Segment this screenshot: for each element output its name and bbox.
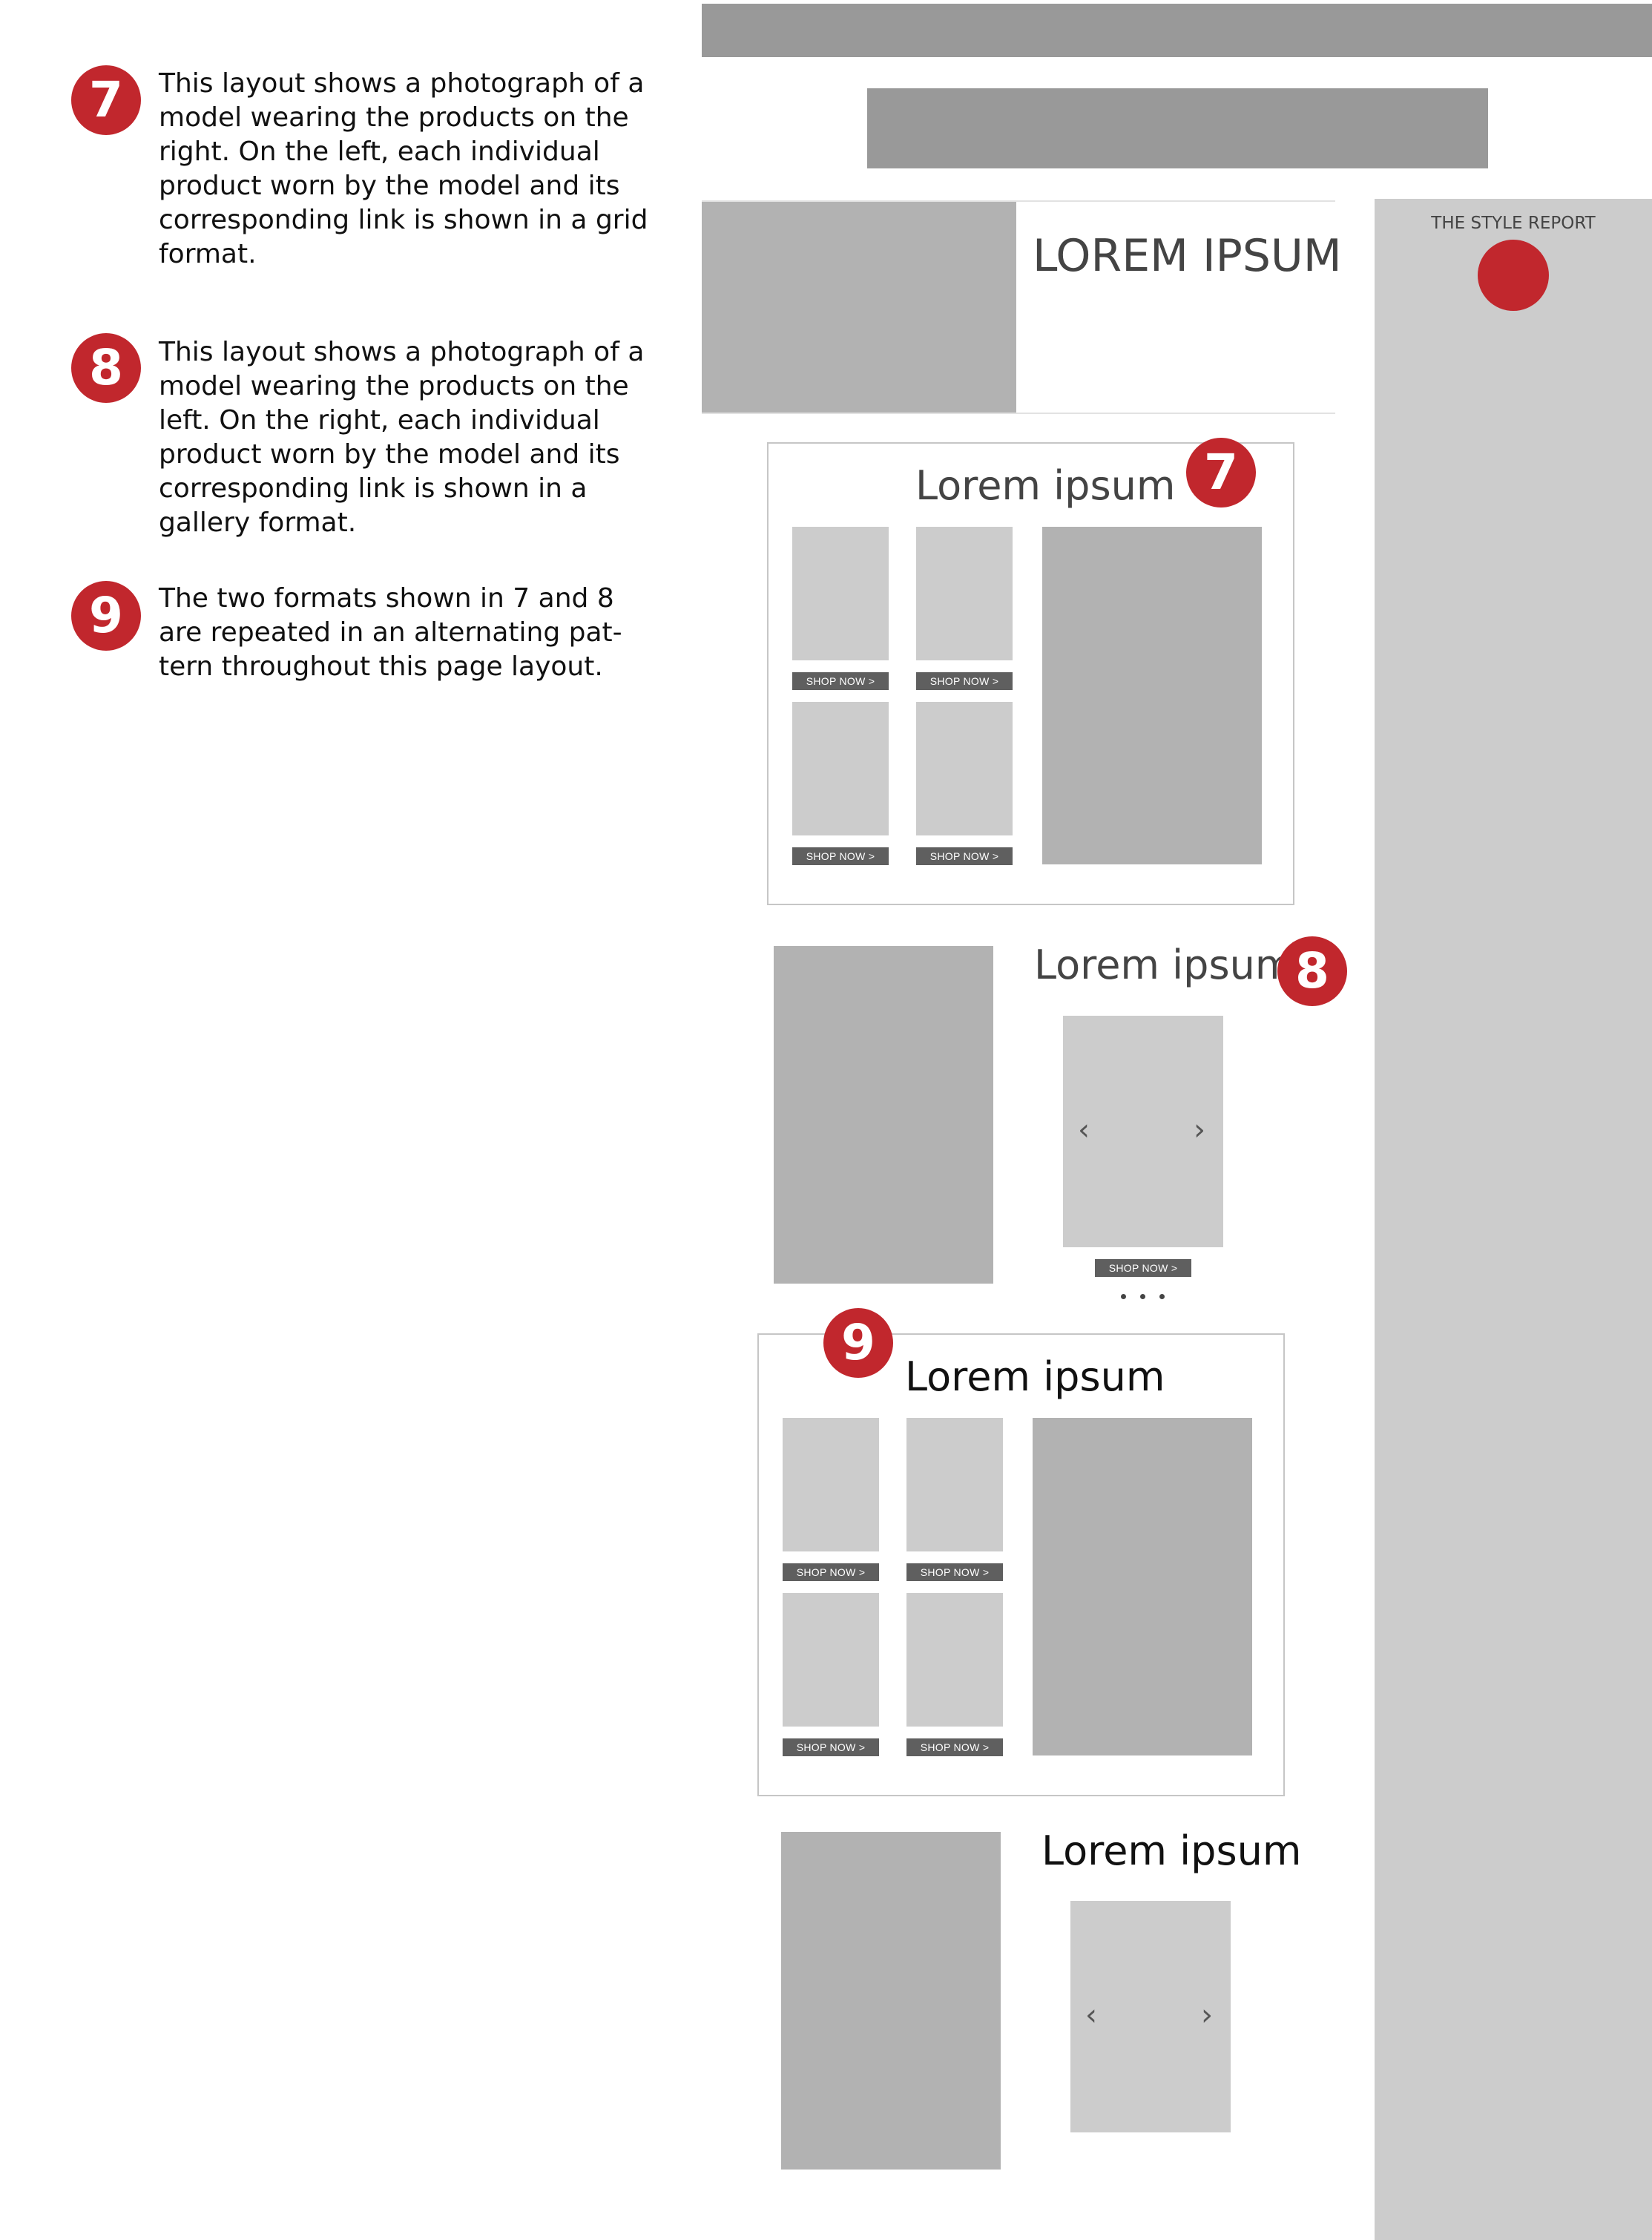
- annotation-text-8: This layout shows a photograph of a mode…: [159, 337, 645, 538]
- pagination-dot[interactable]: [1140, 1294, 1145, 1299]
- pagination-dot[interactable]: [1159, 1294, 1165, 1299]
- top-navigation-bar: [702, 4, 1652, 57]
- annotation-text-7: This layout shows a photograph of a mode…: [159, 68, 648, 269]
- header-banner: [867, 88, 1488, 168]
- pagination-dot[interactable]: [1121, 1294, 1126, 1299]
- section-frame: [767, 442, 1294, 905]
- section-title: Lorem ipsum: [905, 1353, 1165, 1400]
- section-frame: [757, 1333, 1285, 1796]
- sidebar-accent-circle: [1478, 240, 1549, 311]
- product-image: [792, 527, 889, 660]
- number-badge-8: 8: [71, 333, 141, 403]
- number-badge-7: 7: [1186, 438, 1256, 508]
- number-badge-9: 9: [71, 581, 141, 651]
- product-image: [792, 702, 889, 835]
- model-photo: [1033, 1418, 1252, 1755]
- shop-now-button[interactable]: SHOP NOW >: [1095, 1259, 1191, 1277]
- sidebar: THE STYLE REPORT: [1375, 199, 1652, 2240]
- product-image: [783, 1593, 879, 1727]
- shop-now-button[interactable]: SHOP NOW >: [783, 1563, 879, 1581]
- gallery-image: ‹ ›: [1063, 1016, 1223, 1247]
- sidebar-label: THE STYLE REPORT: [1431, 214, 1596, 233]
- gallery-image: ‹ ›: [1070, 1901, 1231, 2132]
- section-title: Lorem ipsum: [1041, 1827, 1302, 1874]
- model-photo: [1042, 527, 1262, 864]
- model-photo: [774, 946, 993, 1284]
- annotation-text-9: The two formats shown in 7 and 8 are rep…: [159, 583, 622, 682]
- section-title: Lorem ipsum: [915, 462, 1176, 509]
- shop-now-button[interactable]: SHOP NOW >: [792, 847, 889, 865]
- shop-now-button[interactable]: SHOP NOW >: [783, 1738, 879, 1756]
- model-photo: [781, 1832, 1001, 2170]
- hero-title: LOREM IPSUM: [1033, 230, 1342, 282]
- product-image: [916, 527, 1013, 660]
- section-title: Lorem ipsum: [1034, 942, 1294, 988]
- product-image: [916, 702, 1013, 835]
- shop-now-button[interactable]: SHOP NOW >: [792, 672, 889, 690]
- shop-now-button[interactable]: SHOP NOW >: [906, 1563, 1003, 1581]
- chevron-left-icon[interactable]: ‹: [1078, 1113, 1090, 1147]
- chevron-left-icon[interactable]: ‹: [1085, 1998, 1097, 2032]
- shop-now-button[interactable]: SHOP NOW >: [916, 847, 1013, 865]
- shop-now-button[interactable]: SHOP NOW >: [916, 672, 1013, 690]
- hero-divider-bottom: [702, 413, 1335, 414]
- number-badge-7: 7: [71, 65, 141, 135]
- number-badge-8: 8: [1277, 936, 1347, 1006]
- number-badge-9: 9: [823, 1308, 893, 1378]
- product-image: [783, 1418, 879, 1551]
- hero-image: [702, 202, 1016, 413]
- product-image: [906, 1418, 1003, 1551]
- chevron-right-icon[interactable]: ›: [1194, 1113, 1205, 1147]
- product-image: [906, 1593, 1003, 1727]
- hero-divider-top: [702, 200, 1335, 202]
- chevron-right-icon[interactable]: ›: [1201, 1998, 1213, 2032]
- shop-now-button[interactable]: SHOP NOW >: [906, 1738, 1003, 1756]
